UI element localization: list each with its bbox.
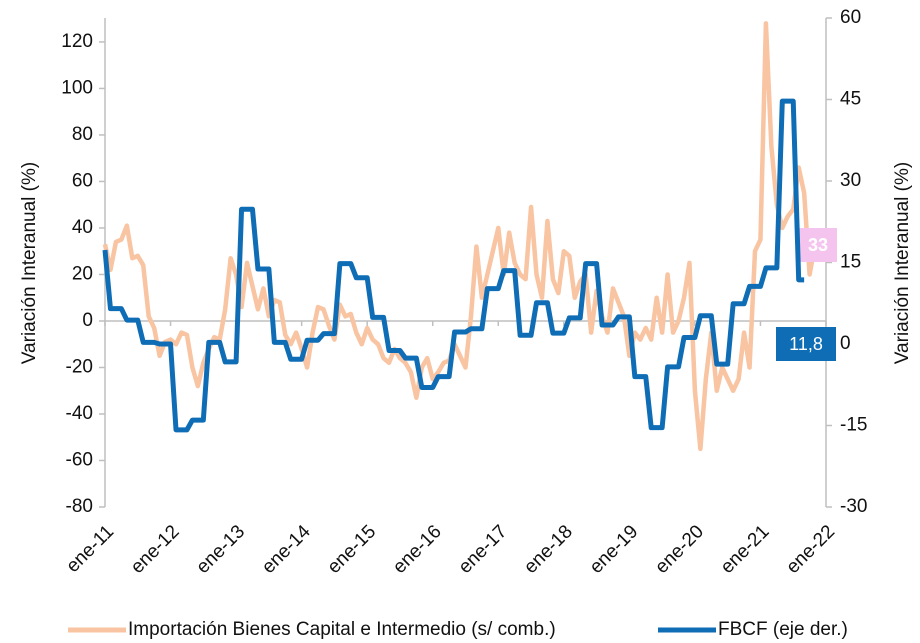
x-tick-label: ene-11 [62,521,118,577]
data-label-box [799,228,837,262]
x-tick-label: ene-15 [324,521,381,578]
x-tick-label: ene-22 [782,521,839,578]
y-axis-title: Variación Interanual (%) [19,162,40,364]
series-line [102,21,818,452]
y-tick-label: 80 [72,124,93,145]
series-line [102,98,805,433]
y-tick-label: 40 [72,217,93,238]
y-tick-label: 60 [72,170,93,191]
y2-tick-label: 15 [840,252,861,273]
data-label: 11,8 [789,334,823,354]
y2-tick-label: -30 [840,496,867,517]
legend-label: FBCF (eje der.) [718,619,848,640]
x-tick-label: ene-12 [127,521,184,578]
x-tick-label: ene-16 [389,521,446,578]
y2-tick-label: 45 [840,89,861,110]
y-tick-label: -80 [66,496,93,517]
y-tick-label: -40 [66,403,93,424]
y2-tick-label: 30 [840,170,861,191]
x-tick-label: ene-17 [455,521,512,578]
y-tick-label: -60 [66,450,93,471]
x-tick-label: ene-19 [586,521,643,578]
y2-axis-title: Variación Interanual (%) [892,162,913,364]
x-tick-label: ene-18 [520,521,577,578]
y-tick-label: 120 [61,31,93,52]
y2-tick-label: 60 [840,7,861,28]
x-tick-label: ene-21 [717,521,774,578]
y2-tick-label: -15 [840,415,867,436]
y-tick-label: -20 [66,357,93,378]
data-label-box [776,327,836,361]
y-tick-label: 100 [61,77,93,98]
y-tick-label: 20 [72,263,93,284]
y-tick-label: 0 [82,310,93,331]
y2-tick-label: 0 [840,333,851,354]
data-label: 33 [808,235,828,255]
legend-label: Importación Bienes Capital e Intermedio … [128,619,556,640]
x-tick-label: ene-13 [192,521,249,578]
x-tick-label: ene-20 [651,521,708,578]
x-tick-label: ene-14 [258,521,315,578]
